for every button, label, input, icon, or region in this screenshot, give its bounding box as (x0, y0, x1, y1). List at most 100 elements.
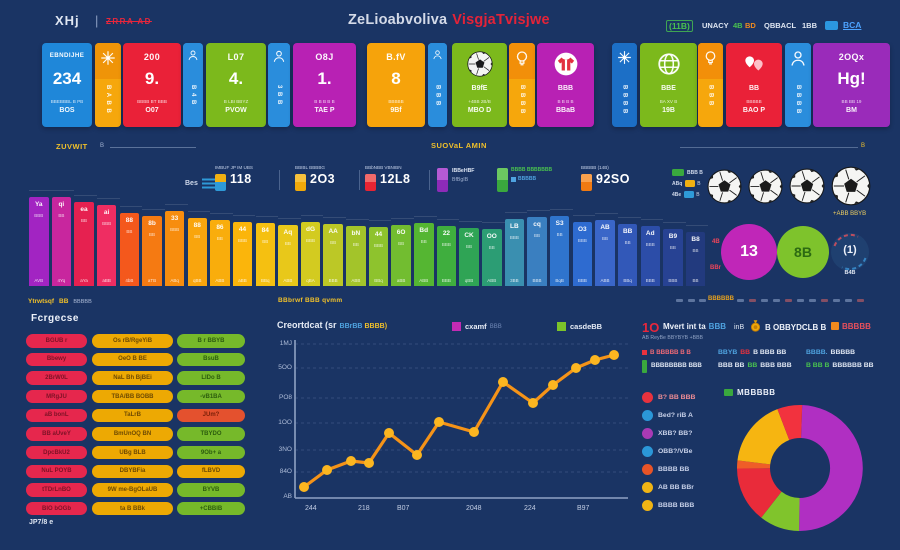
stat-card-6: 3 B B (268, 43, 290, 127)
bar-top-label: Ya (34, 201, 43, 208)
bar-step-line (685, 225, 709, 226)
bar-mid-label: BBB (645, 242, 655, 247)
linechart-ytick: 1OO (278, 419, 292, 426)
dash-mark (688, 299, 695, 302)
bar-item: B9 BB BBB (663, 229, 683, 286)
ministat-swatch-top (295, 174, 306, 183)
bar-item: 88 BB qBB (187, 218, 207, 286)
linechart-xtick: 218 (358, 505, 370, 512)
bar-top-label: OO (486, 233, 497, 240)
bar-mid-label: BB (126, 229, 133, 234)
bar-step-line (504, 212, 528, 213)
bar-top-label: bN (351, 230, 361, 237)
bar-item: CK BB qBB (459, 228, 479, 286)
header-link[interactable]: BCA (843, 20, 862, 30)
ministat-6: BBBBB (14B) 92SO (581, 165, 651, 193)
table-cell-detail: ta B BBk (92, 501, 173, 516)
header-action-button[interactable] (825, 21, 838, 30)
bar-top-label: 22 (442, 230, 451, 237)
donut-legend-dot (642, 445, 653, 457)
ministat-4: IBBeHBF BfBgIB (437, 165, 507, 193)
dash-mark (773, 299, 780, 302)
bar-step-line (436, 219, 460, 220)
bar-mid-label: BB (330, 240, 337, 245)
dash-mark (845, 299, 852, 302)
bar-top-label: B9 (668, 233, 678, 240)
bar-mid-label: BBB (238, 238, 248, 243)
kpi-circle-2-value: 8B (794, 244, 812, 260)
bar-mid-label: BB (466, 244, 473, 249)
bar-step-line (164, 204, 188, 205)
rp-row2-mid: BBYB BB B BBB BB (718, 349, 786, 356)
stat-card-label: B.fV (386, 52, 406, 62)
bar-bottom-label: BBq (374, 278, 383, 283)
ministat-swatch (581, 174, 592, 191)
linechart-legend-label: cxamf (465, 322, 487, 331)
mini-legend-text2: B (697, 180, 701, 187)
stat-card-subvalue: TAE P (314, 107, 335, 114)
bar-mid-label: BB (692, 248, 699, 253)
kpi-circle-1: 13 (721, 224, 777, 280)
bar-mid-label: BB (602, 236, 609, 241)
stat-card-detail: BBBB BT BBB (137, 99, 167, 104)
table-cell-value: -vB1BA (177, 389, 245, 404)
person-icon (785, 49, 811, 67)
dash-mark (761, 299, 768, 302)
kpi-circle-3: (1) (829, 231, 871, 273)
bar-bottom-label: BqB (555, 278, 564, 283)
bar-top-label: 44 (238, 226, 247, 233)
bar-mid-label: BB (216, 236, 223, 241)
ministat-divider (359, 170, 360, 190)
stat-card-vertical-label: B B B B (509, 85, 535, 123)
menu-icon[interactable]: Bes (185, 178, 216, 189)
bar-bottom-label: 4bB (125, 278, 134, 283)
donut-legend-label: Bed? riB A (658, 412, 693, 419)
section-right-tag: B (861, 143, 866, 149)
bar-step-line (527, 210, 550, 211)
stat-card-top-segment (428, 43, 447, 79)
rp-row2-mid-b: BB (740, 349, 751, 356)
header-item-unacy: UNACY (702, 21, 729, 30)
stat-card-vtext: B B B (434, 85, 441, 107)
kpi-circle-3-sub: B4B (844, 270, 856, 276)
rp-row3-left-bar (642, 360, 647, 373)
table-cell-name: BB aUveY (26, 427, 87, 441)
bar-mid-label: BBB (34, 213, 44, 218)
stat-card-1: EBNDIJHE 234 BBEBBBL B PB BOS (42, 43, 92, 127)
bar-mid-label: BBB (102, 221, 112, 226)
bar-item: LB BBB 3BB (504, 219, 525, 286)
rp-row3-mid: BBB BB BB BBB BBB (718, 362, 792, 369)
donut-legend-dot (642, 481, 653, 493)
bar-item: qi BB 4Yq (51, 197, 72, 286)
stat-card-15: B B B (698, 43, 723, 127)
bar-top-label: 8b (148, 220, 156, 227)
bar-bottom-label: aBB (102, 278, 111, 283)
linechart-plot (268, 335, 630, 505)
header-item-qbbacl: QBBACL (764, 21, 797, 30)
bar-step-line (617, 217, 641, 218)
stat-card-label: L07 (227, 52, 245, 62)
stat-card-7: O8J 1. B B B B B TAE P (293, 43, 356, 127)
mini-legend-text: ABq (672, 180, 683, 187)
stat-card-2: B A B B (95, 43, 121, 127)
bar-step-line (51, 190, 75, 191)
bar-mid-label: BB (624, 240, 631, 245)
bar-item: AA BB BBB (323, 224, 343, 286)
mini-legend-chip (684, 191, 695, 198)
kpi-note-left1: 4B (712, 239, 720, 245)
rp-row1-label: Mvert int ta BBB (663, 322, 726, 331)
bulb-icon (698, 49, 723, 66)
dash-mark (676, 299, 683, 302)
dash-mark (833, 299, 840, 302)
stat-card-vertical-label: B 4 B (183, 85, 203, 123)
bar-step-line (640, 219, 664, 220)
ministat-label2: BfBgIB (452, 177, 469, 183)
bar-item: BB BB BBq (617, 224, 638, 286)
rp-row3-mid-c: BBB BBB (760, 362, 792, 369)
donut-legend-label: OBB?/VBe (658, 447, 693, 455)
bar-bottom-label: qBA (306, 278, 315, 283)
ministat-swatch-top (215, 174, 226, 183)
ministat-swatch-top (497, 168, 508, 180)
stat-card-18: 2OQx Hg! BB BB 19 BM (813, 43, 890, 127)
